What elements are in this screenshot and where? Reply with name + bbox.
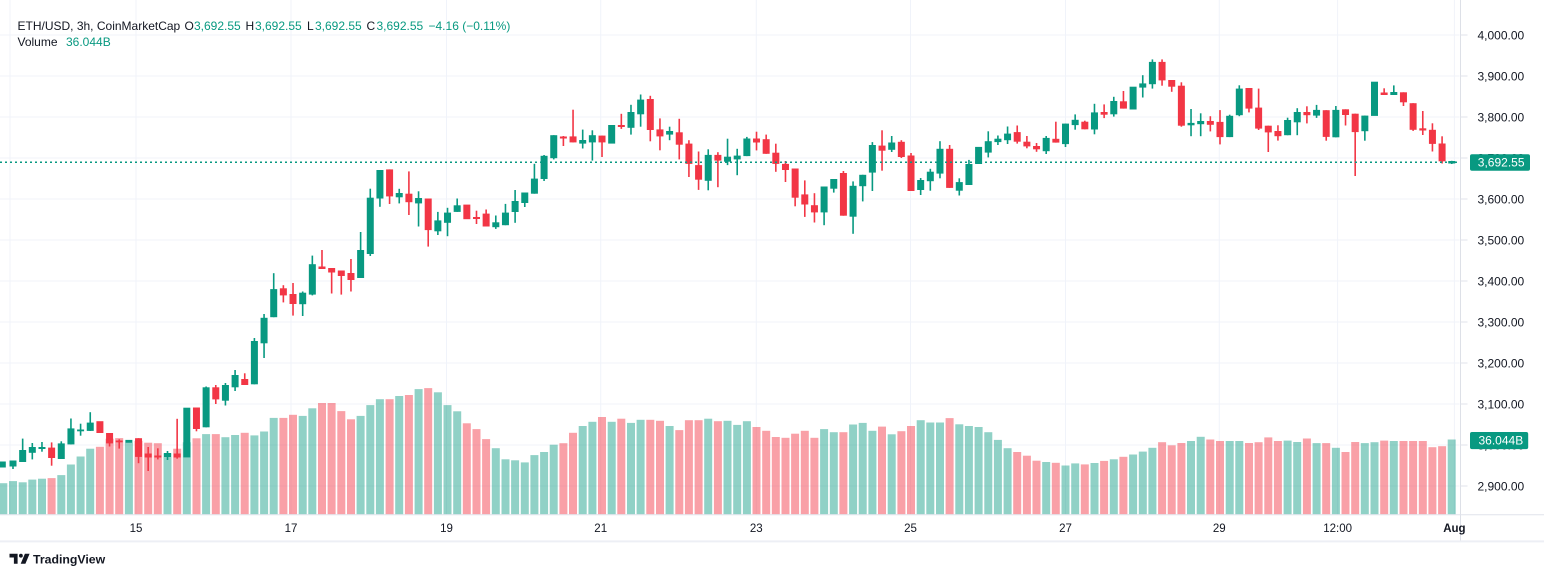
svg-text:3,692.55: 3,692.55	[255, 19, 302, 33]
svg-text:36.044B: 36.044B	[1479, 434, 1524, 448]
svg-text:36.044B: 36.044B	[66, 35, 111, 49]
svg-text:3,100.00: 3,100.00	[1478, 397, 1525, 411]
svg-text:3,900.00: 3,900.00	[1478, 69, 1525, 83]
svg-text:3,692.55: 3,692.55	[1478, 156, 1525, 170]
svg-text:3,300.00: 3,300.00	[1478, 315, 1525, 329]
svg-text:27: 27	[1059, 523, 1072, 535]
svg-text:H: H	[246, 19, 255, 33]
svg-text:4,000.00: 4,000.00	[1478, 28, 1525, 42]
svg-text:3,692.55: 3,692.55	[194, 19, 241, 33]
svg-text:15: 15	[130, 523, 143, 535]
svg-text:21: 21	[594, 523, 607, 535]
svg-text:3,400.00: 3,400.00	[1478, 274, 1525, 288]
svg-text:3,200.00: 3,200.00	[1478, 356, 1525, 370]
svg-text:Aug: Aug	[1443, 523, 1465, 535]
svg-text:17: 17	[285, 523, 298, 535]
svg-text:2,900.00: 2,900.00	[1478, 479, 1525, 493]
svg-text:ETH/USD, 3h, CoinMarketCap: ETH/USD, 3h, CoinMarketCap	[18, 19, 181, 33]
svg-text:−4.16 (−0.11%): −4.16 (−0.11%)	[429, 19, 511, 33]
svg-text:3,692.55: 3,692.55	[377, 19, 424, 33]
svg-text:23: 23	[750, 523, 763, 535]
svg-text:C: C	[367, 19, 376, 33]
svg-text:Volume: Volume	[18, 35, 58, 49]
svg-text:25: 25	[904, 523, 917, 535]
svg-text:29: 29	[1213, 523, 1226, 535]
svg-text:19: 19	[440, 523, 453, 535]
svg-text:3,800.00: 3,800.00	[1478, 110, 1525, 124]
svg-text:O: O	[185, 19, 194, 33]
svg-text:3,500.00: 3,500.00	[1478, 233, 1525, 247]
svg-text:3,600.00: 3,600.00	[1478, 192, 1525, 206]
svg-text:L: L	[307, 19, 314, 33]
svg-text:12:00: 12:00	[1323, 523, 1352, 535]
svg-text:TradingView: TradingView	[33, 553, 106, 567]
svg-text:3,692.55: 3,692.55	[315, 19, 362, 33]
